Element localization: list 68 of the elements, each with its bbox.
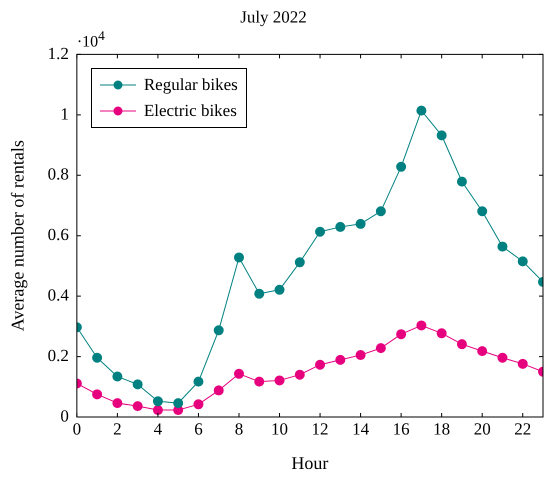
point (152, 405, 163, 416)
legend-label: Regular bikes (144, 74, 238, 96)
point (214, 385, 224, 396)
point (315, 360, 326, 370)
x-axis-title: Hour (291, 452, 328, 473)
point (376, 343, 386, 354)
point (294, 370, 305, 380)
y-tick-label: 1 (60, 104, 69, 124)
point (356, 350, 366, 360)
point (396, 162, 406, 172)
point (294, 257, 305, 268)
x-tick-label: 12 (312, 420, 329, 439)
chart-title: July 2022 (240, 8, 307, 27)
point (193, 376, 204, 387)
point (436, 328, 447, 338)
y-axis-title: Average number of rentals (8, 140, 28, 332)
point (274, 284, 285, 295)
x-tick-label: 18 (433, 420, 450, 439)
point (315, 226, 326, 237)
point (456, 176, 467, 187)
point (416, 320, 426, 330)
point (356, 218, 366, 229)
point (112, 372, 122, 382)
y-tick-label: 0.6 (48, 225, 69, 244)
point (112, 398, 122, 408)
point (335, 354, 346, 365)
x-tick-label: 4 (154, 420, 163, 439)
y-tick-label: 0.8 (48, 164, 69, 184)
point (92, 352, 102, 363)
point (477, 346, 488, 356)
point (497, 242, 508, 252)
point (518, 256, 528, 266)
point (254, 288, 264, 299)
text: ·10$^{4}$ (76, 28, 105, 52)
x-tick-label: 2 (113, 420, 122, 439)
point (132, 401, 143, 412)
x-tick-label: 20 (474, 420, 491, 439)
point (152, 396, 163, 406)
y-tick-label: 1.2 (48, 44, 69, 63)
point (234, 368, 244, 379)
point (436, 130, 447, 140)
x-tick-label: 10 (271, 420, 288, 439)
point (376, 206, 386, 216)
point (173, 398, 184, 408)
point (477, 206, 488, 216)
point (456, 339, 467, 350)
point (193, 399, 204, 410)
point (132, 379, 143, 390)
x-tick-label: 14 (352, 420, 370, 439)
point (416, 106, 426, 116)
x-tick-label: 8 (234, 420, 244, 439)
x-tick-label: 22 (514, 420, 532, 439)
point (214, 325, 224, 336)
x-tick-label: 6 (194, 420, 203, 439)
y-tick-label: 0 (60, 406, 69, 426)
point (234, 252, 244, 262)
point (274, 375, 285, 386)
legend-label: Electric bikes (144, 100, 237, 122)
y-tick-label: 0.2 (48, 346, 69, 366)
point (497, 352, 508, 363)
x-tick-label: 16 (392, 420, 410, 439)
point (254, 376, 264, 387)
x-tick-label: 0 (72, 420, 82, 439)
y-tick-label: 0.4 (48, 286, 70, 305)
point (92, 389, 102, 400)
point (518, 358, 528, 369)
point (396, 329, 406, 340)
point (335, 222, 346, 232)
